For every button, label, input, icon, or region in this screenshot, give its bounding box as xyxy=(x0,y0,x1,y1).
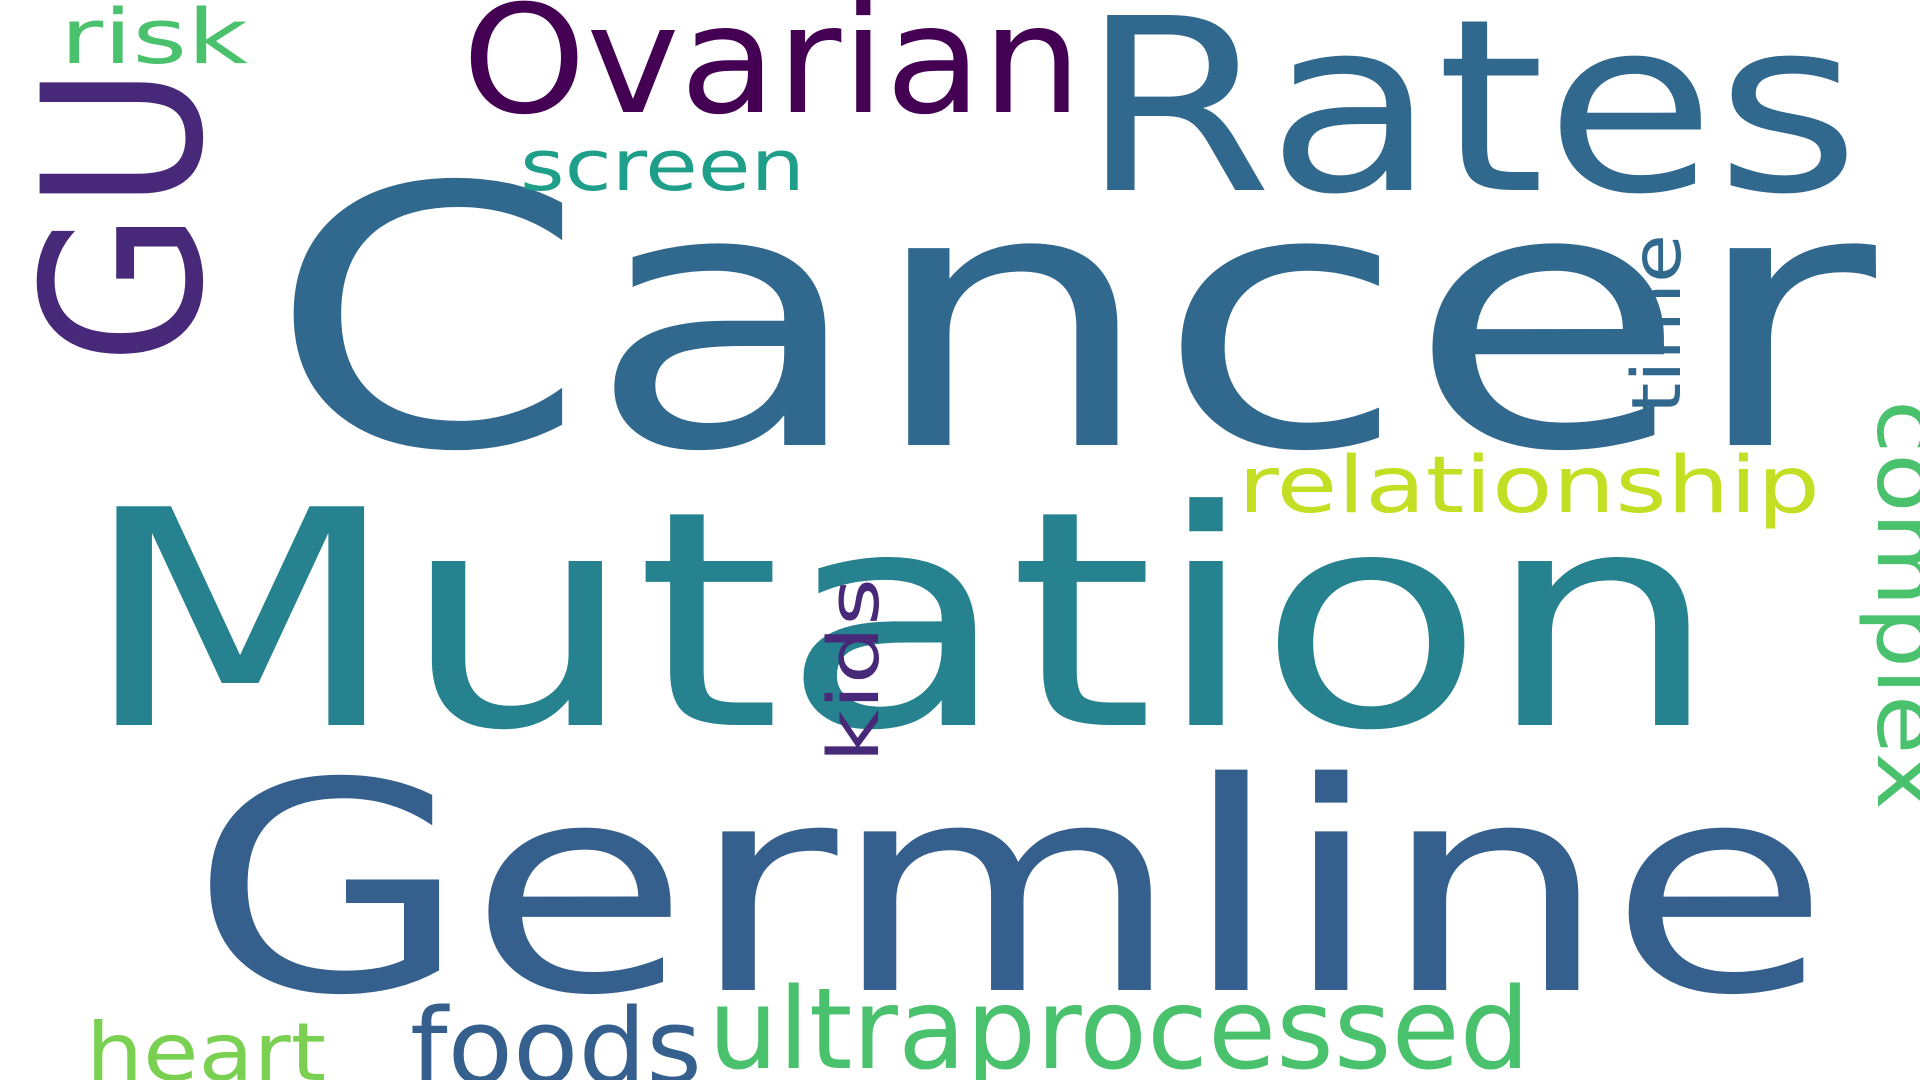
word-risk: risk xyxy=(60,0,248,81)
word-relationship: relationship xyxy=(1238,441,1820,531)
word-cancer: Cancer xyxy=(268,111,1881,530)
word-gu: GU xyxy=(0,65,252,365)
word-ultraprocessed: ultraprocessed xyxy=(708,965,1530,1080)
word-germline: Germline xyxy=(190,722,1830,1059)
word-screen: screen xyxy=(520,125,805,207)
word-mutation: Mutation xyxy=(80,447,1720,796)
word-complex: complex xyxy=(1857,400,1920,810)
word-rates: Rates xyxy=(1080,0,1860,247)
word-time: time xyxy=(1618,234,1697,414)
word-kids: kids xyxy=(813,578,895,763)
word-heart: heart xyxy=(86,1006,326,1080)
word-foods: foods xyxy=(410,986,702,1080)
word-ovarian: Ovarian xyxy=(462,0,1082,148)
